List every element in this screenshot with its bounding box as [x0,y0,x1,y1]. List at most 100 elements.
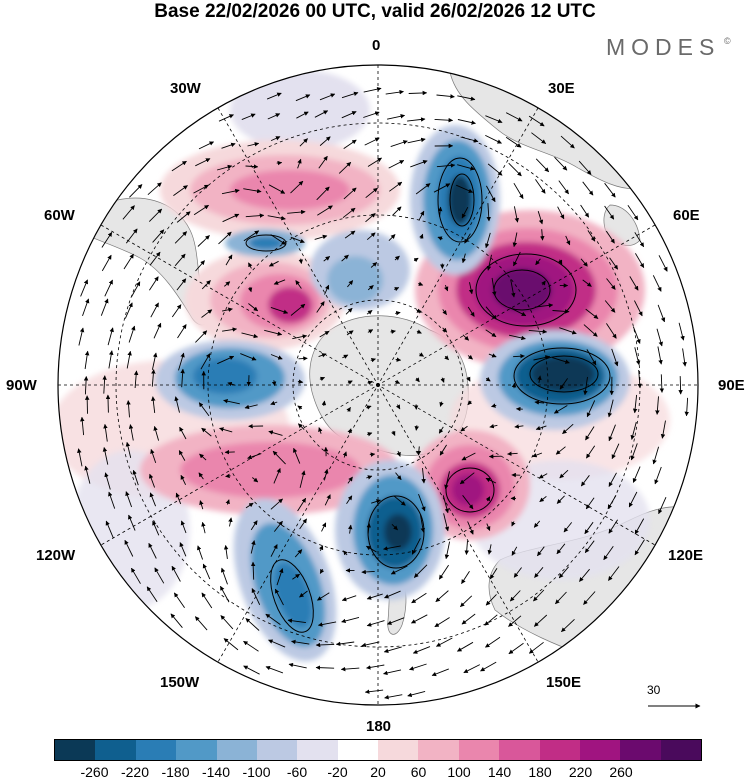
negative-anomaly [410,125,500,275]
wind-vector [297,497,307,512]
wind-vector [486,254,492,271]
wind-vector [535,258,541,266]
wind-vector [528,329,548,334]
wind-vector [457,164,475,171]
wind-vector [80,416,85,436]
wind-vector [539,496,547,503]
wind-vector [78,327,85,346]
wind-vector [488,353,497,358]
wind-vector [634,347,641,366]
wind-vector [180,520,187,534]
wind-vector [467,354,473,360]
wind-vector [276,160,283,166]
wind-vector [315,642,335,648]
wind-vector [655,396,660,415]
wind-vector [565,235,571,246]
colorbar-tick-label: -180 [161,764,190,780]
negative-anomaly [310,230,410,310]
wind-vector [608,424,616,442]
wind-vector [604,182,616,198]
wind-vector [174,396,180,413]
wind-vector [252,477,259,483]
wind-vector [266,92,282,100]
colorbar-tick-label: 60 [410,764,427,780]
wind-vector [456,184,474,193]
wind-vector [344,230,356,239]
wind-vector [299,470,306,488]
negative-anomaly [335,460,445,600]
wind-vector [179,426,187,440]
wind-vector [435,590,449,603]
colorbar-tick-label: 20 [370,764,386,780]
wind-vector [247,286,253,293]
wind-vector [385,89,404,95]
wind-vector [367,329,374,334]
wind-vector [342,451,347,458]
wind-vector [513,251,521,267]
wind-vector [100,298,109,316]
wind-vector [509,334,526,341]
wind-vector [271,380,277,387]
wind-vector [438,426,444,434]
wind-vector [343,550,348,556]
colorbar-tick-label: 260 [609,764,633,780]
wind-vector [486,523,491,532]
wind-vector [198,141,215,150]
colorbar-ticks: -260 -220 -180 -140 -100 -60 -20 20 60 100 140 180 2… [0,764,750,783]
colorbar-segment [297,740,338,760]
wind-vector [195,260,205,272]
wind-vector [125,491,133,508]
wind-vector [538,473,548,479]
wind-vector [562,423,574,435]
colorbar-segment [660,740,701,760]
south-pole-marker [376,383,380,387]
wind-vector [461,613,476,625]
positive-anomaly [140,425,400,515]
wind-vector [582,279,592,287]
wind-vector [580,258,588,267]
wind-vector [558,566,569,579]
wind-vector [583,376,588,396]
wind-vector [128,514,136,531]
wind-vector [341,91,359,99]
wind-vector [632,466,641,483]
wind-vector [363,86,382,93]
wind-vector [228,517,233,527]
wind-vector [250,561,256,580]
wind-vector [485,306,497,320]
wind-vector [461,571,470,584]
wind-vector [219,427,233,433]
wind-vector [240,353,257,361]
wind-vector [606,278,616,290]
wind-vector [296,111,309,119]
wind-vector [480,661,497,672]
colorbar-tick-label: 100 [447,764,471,780]
wind-vector [108,491,116,509]
wind-vector [514,424,524,429]
wind-vector [367,380,373,385]
wind-vector [245,502,254,509]
colorbar-segment [337,740,378,760]
wind-vector [250,520,258,531]
wind-vector [366,593,383,600]
wind-vector [654,466,662,485]
colorbar-segment [95,740,136,760]
wind-vector [198,472,204,480]
wind-vector [434,117,454,123]
wind-vector [658,255,668,272]
wind-vector [434,617,450,628]
wind-vector [510,279,516,298]
wind-vector [247,453,262,460]
wind-vector [609,257,619,270]
wind-vector [366,232,376,241]
wind-vector [419,514,426,533]
wind-vector [122,205,135,220]
wind-vector [390,329,396,334]
wind-vector [444,284,449,292]
wind-vector [371,499,381,504]
wind-vector [410,160,428,168]
wind-vector [485,594,497,606]
wind-vector [363,111,380,118]
wind-vector [491,403,497,408]
